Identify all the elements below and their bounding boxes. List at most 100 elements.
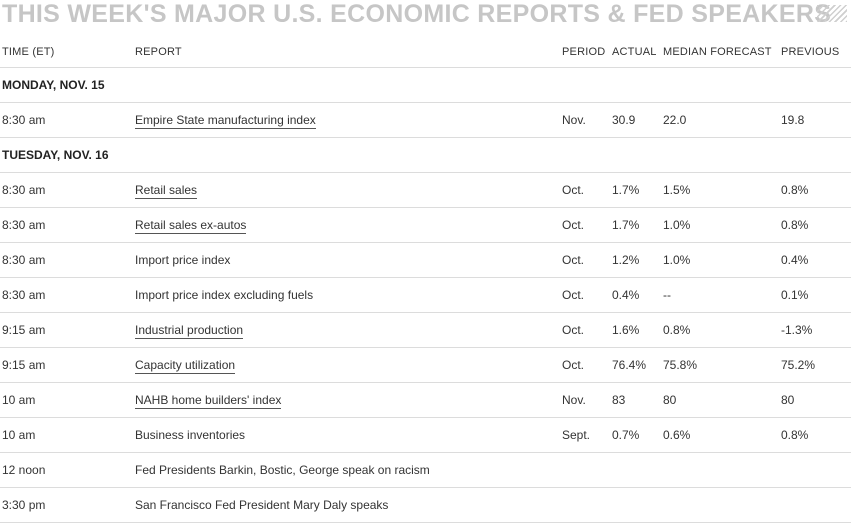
actual-cell: 1.2% xyxy=(612,242,663,278)
time-cell: 8:30 am xyxy=(0,102,135,138)
table-header-row: TIME (ET) REPORT PERIOD ACTUAL MEDIAN FO… xyxy=(0,37,851,68)
table-row: 10 am NAHB home builders' index Nov. 83 80 80 xyxy=(0,382,851,418)
time-cell: 8:30 am xyxy=(0,207,135,243)
report-link[interactable]: Retail sales xyxy=(135,183,198,199)
median-forecast-cell: 0.6% xyxy=(663,417,781,453)
report-cell: Retail sales ex-autos xyxy=(135,207,562,243)
table-row: 8:30 am Import price index Oct. 1.2% 1.0% 0.4… xyxy=(0,242,851,278)
actual-cell: 1.7% xyxy=(612,172,663,208)
previous-cell: -1.3% xyxy=(781,312,851,348)
time-cell: 8:30 am xyxy=(0,172,135,208)
time-cell: 8:30 am xyxy=(0,242,135,278)
actual-cell: 0.4% xyxy=(612,277,663,313)
time-cell: 9:15 am xyxy=(0,312,135,348)
table-body: MONDAY, NOV. 15 8:30 am Empire State manuf… xyxy=(0,67,851,523)
table-row: 9:15 am Capacity utilization Oct. 76.4% 75.8… xyxy=(0,347,851,383)
table-row: 8:30 am Retail sales Oct. 1.7% 1.5% 0.8% xyxy=(0,172,851,208)
actual-cell xyxy=(612,487,663,523)
median-forecast-cell xyxy=(663,487,781,523)
actual-cell: 1.7% xyxy=(612,207,663,243)
report-link[interactable]: Empire State manufacturing index xyxy=(135,113,316,129)
time-cell: 10 am xyxy=(0,417,135,453)
page-title: THIS WEEK'S MAJOR U.S. ECONOMIC REPORTS … xyxy=(2,0,832,28)
previous-cell xyxy=(781,487,851,523)
report-cell: NAHB home builders' index xyxy=(135,382,562,418)
table-row: 10 am Business inventories Sept. 0.7% 0.6% 0.… xyxy=(0,417,851,453)
report-link[interactable]: Capacity utilization xyxy=(135,358,236,374)
previous-cell: 0.8% xyxy=(781,417,851,453)
report-cell: Import price index excluding fuels xyxy=(135,277,562,313)
median-forecast-cell: 75.8% xyxy=(663,347,781,383)
day-label: MONDAY, NOV. 15 xyxy=(0,67,851,103)
actual-cell xyxy=(612,452,663,488)
median-forecast-cell: 1.0% xyxy=(663,207,781,243)
table-row: 12 noon Fed Presidents Barkin, Bostic, Ge… xyxy=(0,452,851,488)
report-cell: Industrial production xyxy=(135,312,562,348)
report-cell: Fed Presidents Barkin, Bostic, George sp… xyxy=(135,452,562,488)
reports-table: TIME (ET) REPORT PERIOD ACTUAL MEDIAN FO… xyxy=(0,37,851,523)
table-row: 8:30 am Retail sales ex-autos Oct. 1.7% 1.0%… xyxy=(0,207,851,243)
day-header-row: TUESDAY, NOV. 16 xyxy=(0,137,851,173)
time-cell: 10 am xyxy=(0,382,135,418)
column-header-previous: PREVIOUS xyxy=(781,37,851,68)
actual-cell: 83 xyxy=(612,382,663,418)
time-cell: 9:15 am xyxy=(0,347,135,383)
report-link[interactable]: NAHB home builders' index xyxy=(135,393,282,409)
column-header-period: PERIOD xyxy=(562,37,612,68)
report-link[interactable]: Retail sales ex-autos xyxy=(135,218,247,234)
day-label: TUESDAY, NOV. 16 xyxy=(0,137,851,173)
previous-cell xyxy=(781,452,851,488)
period-cell: Sept. xyxy=(562,417,612,453)
previous-cell: 0.4% xyxy=(781,242,851,278)
hatch-decoration xyxy=(817,5,847,22)
report-cell: Business inventories xyxy=(135,417,562,453)
report-link[interactable]: Industrial production xyxy=(135,323,244,339)
table-row: 8:30 am Empire State manufacturing index N… xyxy=(0,102,851,138)
previous-cell: 80 xyxy=(781,382,851,418)
column-header-report: REPORT xyxy=(135,37,562,68)
period-cell: Oct. xyxy=(562,242,612,278)
table-row: 9:15 am Industrial production Oct. 1.6% 0.8%… xyxy=(0,312,851,348)
report-cell: Import price index xyxy=(135,242,562,278)
median-forecast-cell: 1.0% xyxy=(663,242,781,278)
column-header-time: TIME (ET) xyxy=(0,37,135,68)
report-cell: San Francisco Fed President Mary Daly sp… xyxy=(135,487,562,523)
median-forecast-cell: 1.5% xyxy=(663,172,781,208)
period-cell: Nov. xyxy=(562,382,612,418)
actual-cell: 76.4% xyxy=(612,347,663,383)
actual-cell: 1.6% xyxy=(612,312,663,348)
period-cell xyxy=(562,452,612,488)
period-cell: Oct. xyxy=(562,277,612,313)
median-forecast-cell: 80 xyxy=(663,382,781,418)
median-forecast-cell: 22.0 xyxy=(663,102,781,138)
period-cell: Oct. xyxy=(562,172,612,208)
period-cell: Oct. xyxy=(562,207,612,243)
table-row: 8:30 am Import price index excluding fuel… xyxy=(0,277,851,313)
median-forecast-cell xyxy=(663,452,781,488)
report-cell: Empire State manufacturing index xyxy=(135,102,562,138)
report-cell: Retail sales xyxy=(135,172,562,208)
table-row: 3:30 pm San Francisco Fed President Mary … xyxy=(0,487,851,523)
median-forecast-cell: 0.8% xyxy=(663,312,781,348)
title-bar: THIS WEEK'S MAJOR U.S. ECONOMIC REPORTS … xyxy=(0,0,851,28)
column-header-actual: ACTUAL xyxy=(612,37,663,68)
time-cell: 8:30 am xyxy=(0,277,135,313)
time-cell: 3:30 pm xyxy=(0,487,135,523)
period-cell: Oct. xyxy=(562,347,612,383)
actual-cell: 30.9 xyxy=(612,102,663,138)
time-cell: 12 noon xyxy=(0,452,135,488)
actual-cell: 0.7% xyxy=(612,417,663,453)
report-cell: Capacity utilization xyxy=(135,347,562,383)
period-cell xyxy=(562,487,612,523)
previous-cell: 0.8% xyxy=(781,207,851,243)
period-cell: Oct. xyxy=(562,312,612,348)
day-header-row: MONDAY, NOV. 15 xyxy=(0,67,851,103)
period-cell: Nov. xyxy=(562,102,612,138)
previous-cell: 75.2% xyxy=(781,347,851,383)
median-forecast-cell: -- xyxy=(663,277,781,313)
previous-cell: 0.1% xyxy=(781,277,851,313)
previous-cell: 0.8% xyxy=(781,172,851,208)
column-header-median-forecast: MEDIAN FORECAST xyxy=(663,37,781,68)
previous-cell: 19.8 xyxy=(781,102,851,138)
